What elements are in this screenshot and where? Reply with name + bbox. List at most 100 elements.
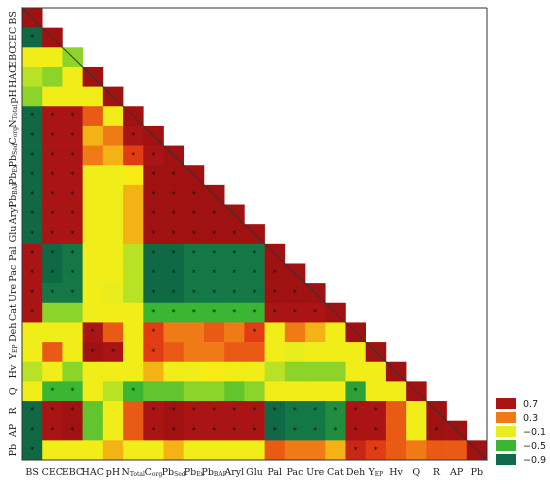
heatmap-cell [143, 145, 164, 166]
x-axis-label: Pb [471, 467, 483, 478]
heatmap-cell [203, 381, 225, 402]
y-axis-label: HAC [8, 66, 19, 88]
significance-star: * [50, 151, 54, 160]
heatmap-cell [224, 322, 245, 343]
heatmap-cell [163, 302, 185, 323]
heatmap-cell [244, 302, 265, 323]
significance-star: * [71, 387, 75, 396]
heatmap-cell [345, 381, 366, 402]
heatmap-cell [123, 361, 144, 382]
x-axis-label: PbEx [184, 467, 205, 478]
y-axis-label: Aryl [8, 204, 19, 225]
x-axis-label: Corg [145, 467, 163, 478]
y-axis-label: BS [8, 11, 19, 25]
significance-star: * [71, 249, 75, 258]
heatmap-cell [244, 283, 265, 304]
legend-label: −0.9 [523, 455, 546, 466]
x-axis-label: R [433, 467, 441, 478]
heatmap-cell [62, 66, 83, 87]
significance-star: * [354, 426, 358, 435]
heatmap-cell [42, 302, 63, 323]
significance-star: * [131, 387, 135, 396]
significance-star: * [71, 111, 75, 120]
heatmap-cell [102, 361, 124, 382]
heatmap-cell [183, 401, 205, 421]
heatmap-cell [42, 283, 63, 304]
heatmap-cell [305, 401, 326, 421]
significance-star: * [192, 288, 196, 297]
heatmap-cell [203, 401, 225, 421]
significance-star: * [50, 387, 54, 396]
heatmap-cell [42, 125, 63, 146]
heatmap-cell [183, 302, 205, 323]
heatmap-cell [163, 342, 185, 363]
heatmap-cell [102, 381, 124, 402]
heatmap-cell [345, 342, 366, 363]
significance-star: * [71, 131, 75, 140]
heatmap-cell [42, 243, 63, 264]
y-axis-label: Glu [8, 226, 19, 243]
heatmap-cell [244, 322, 265, 343]
legend-swatch [496, 398, 516, 409]
x-axis-label: pH [106, 467, 120, 478]
heatmap-cell [22, 224, 43, 245]
legend-swatch [496, 454, 516, 465]
significance-star: * [111, 347, 115, 356]
heatmap-cell [82, 106, 104, 127]
x-axis-label: PbSed [162, 467, 186, 478]
heatmap-cell [102, 165, 124, 186]
heatmap-cell [224, 283, 245, 304]
significance-star: * [50, 288, 54, 297]
heatmap-cell [42, 66, 63, 87]
heatmap-cell [143, 361, 164, 382]
heatmap-cell [365, 440, 387, 461]
heatmap-cell [264, 381, 286, 402]
heatmap-cell [284, 302, 306, 323]
heatmap-cell [22, 302, 43, 323]
significance-star: * [212, 308, 216, 317]
heatmap-cell [123, 420, 144, 441]
heatmap-cell [305, 381, 326, 402]
heatmap-cell [143, 263, 164, 284]
heatmap-cell [82, 184, 104, 205]
heatmap-cell [244, 401, 265, 421]
heatmap-cell [22, 145, 43, 166]
heatmap-cell [284, 440, 306, 461]
heatmap-cell [22, 243, 43, 264]
heatmap-cell [203, 342, 225, 363]
significance-star: * [91, 347, 95, 356]
significance-star: * [313, 426, 317, 435]
heatmap-cell [123, 184, 144, 205]
significance-star: * [273, 406, 277, 415]
legend-swatch [496, 412, 516, 423]
heatmap-cell [82, 361, 104, 382]
significance-star: * [50, 111, 54, 120]
heatmap-cell [143, 165, 164, 186]
heatmap-cell [62, 125, 83, 146]
x-axis-label: AP [449, 467, 464, 478]
significance-star: * [192, 426, 196, 435]
heatmap-cell [163, 420, 185, 441]
significance-star: * [172, 406, 176, 415]
heatmap-cell [203, 283, 225, 304]
significance-star: * [333, 426, 337, 435]
y-axis-label: Pb [8, 444, 19, 456]
heatmap-cell [325, 322, 346, 343]
heatmap-cell [143, 224, 164, 245]
significance-star: * [151, 269, 155, 278]
heatmap-cell [123, 342, 144, 363]
significance-star: * [151, 249, 155, 258]
significance-star: * [333, 406, 337, 415]
significance-star: * [50, 210, 54, 219]
heatmap-cell [163, 263, 185, 284]
heatmap-cell [325, 361, 346, 382]
heatmap-cell [62, 224, 83, 245]
heatmap-cell [244, 361, 265, 382]
y-axis-label: Cat [8, 304, 19, 321]
heatmap-cell [224, 243, 245, 264]
significance-star: * [30, 111, 34, 120]
significance-star: * [354, 446, 358, 455]
significance-star: * [71, 210, 75, 219]
significance-star: * [151, 151, 155, 160]
legend-label: 0.7 [523, 399, 538, 410]
